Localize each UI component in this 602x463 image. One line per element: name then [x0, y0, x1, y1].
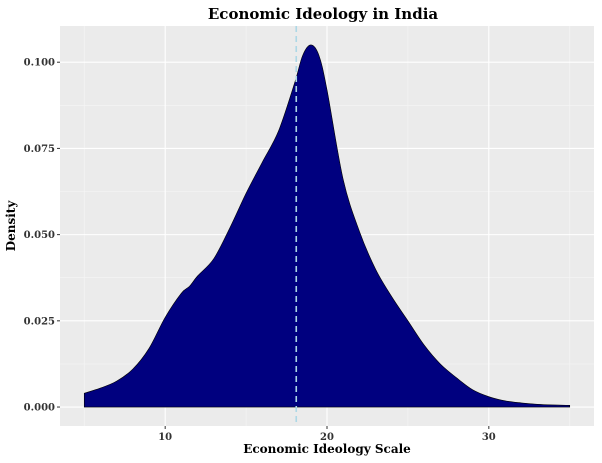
y-tick-label: 0.050	[24, 230, 55, 241]
x-tick-label: 30	[482, 432, 496, 443]
chart-title: Economic Ideology in India	[208, 5, 439, 23]
axis-ticks	[57, 61, 490, 429]
x-axis-title: Economic Ideology Scale	[243, 442, 411, 456]
y-tick-label: 0.100	[24, 58, 55, 69]
y-tick-label: 0.000	[24, 403, 55, 414]
tick-labels: 10 20 30 0.000 0.025 0.050 0.075 0.100	[24, 58, 496, 443]
y-tick-label: 0.025	[24, 316, 55, 327]
x-tick-label: 10	[158, 432, 172, 443]
y-axis-title: Density	[4, 200, 18, 252]
y-tick-label: 0.075	[24, 144, 55, 155]
density-area	[83, 44, 571, 408]
x-tick-label: 20	[320, 432, 334, 443]
